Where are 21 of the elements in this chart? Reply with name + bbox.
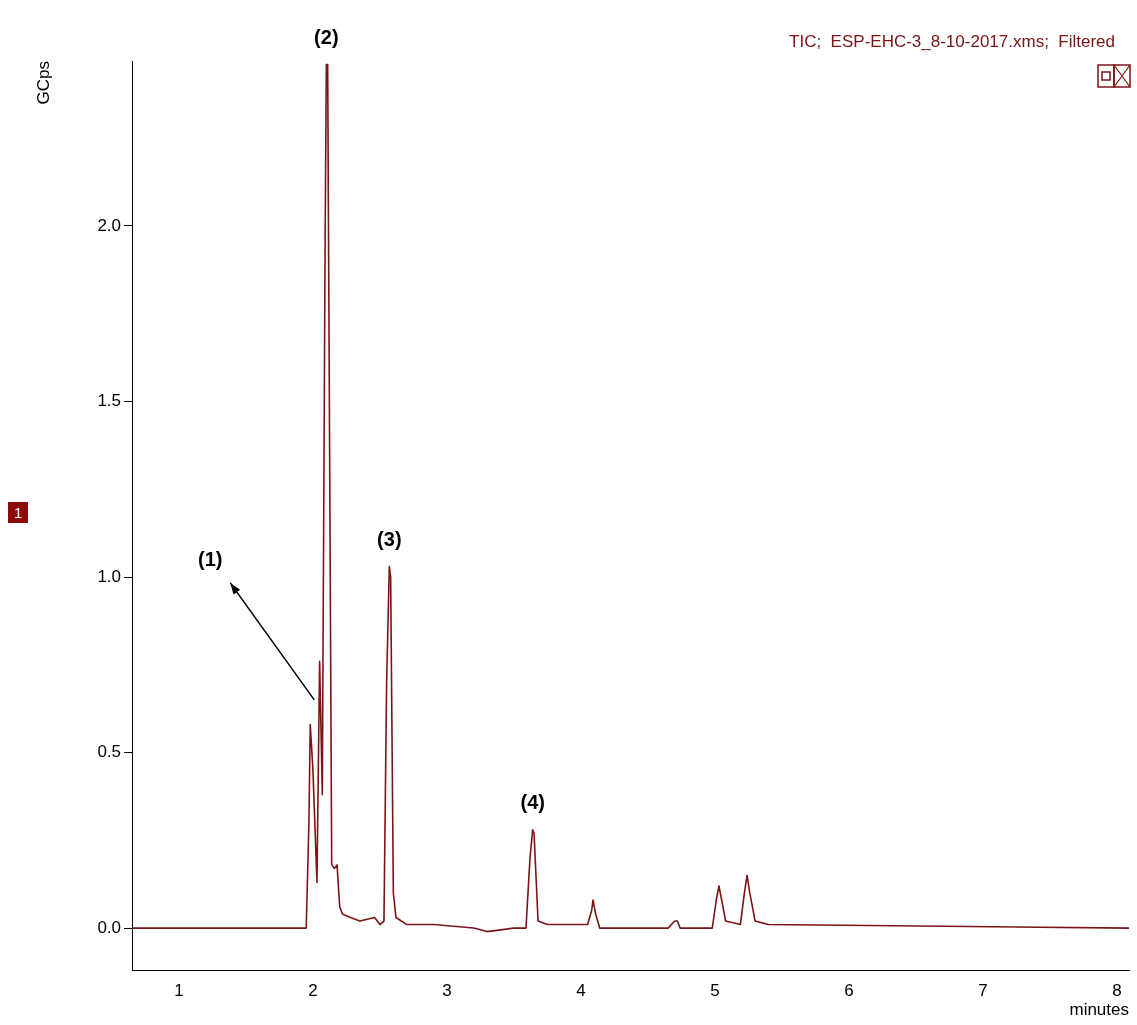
- annotation: (3): [377, 528, 402, 551]
- x-tick-label: 7: [978, 981, 988, 1001]
- y-axis-title: GCps: [33, 61, 53, 105]
- annotation: (2): [314, 26, 339, 49]
- x-tick-label: 3: [442, 981, 452, 1001]
- y-tick-label: 0.5: [97, 742, 122, 762]
- x-tick-label: 6: [844, 981, 854, 1001]
- text: TIC; ESP-EHC-3_8-10-2017.xms; Filtered: [789, 32, 1116, 52]
- y-tick-label: 2.0: [97, 215, 122, 235]
- x-tick-label: 5: [710, 981, 720, 1001]
- x-tick-label: 1: [174, 981, 184, 1001]
- y-tick-label: 1.5: [97, 391, 122, 411]
- annotation: (4): [520, 791, 545, 814]
- annotation: (1): [198, 548, 223, 571]
- x-axis-title: minutes: [1069, 1000, 1129, 1020]
- y-tick-label: 0.0: [97, 917, 122, 937]
- y-tick-label: 1.0: [97, 566, 122, 586]
- x-tick-label: 8: [1112, 981, 1122, 1001]
- x-tick-label: 2: [308, 981, 318, 1001]
- text: 1: [8, 502, 29, 523]
- x-tick-label: 4: [576, 981, 586, 1001]
